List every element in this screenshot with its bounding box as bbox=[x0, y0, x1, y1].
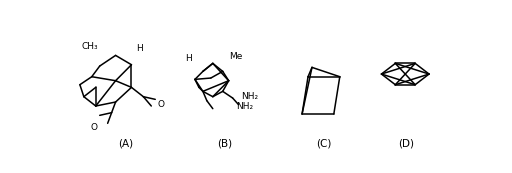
Text: NH₂: NH₂ bbox=[241, 92, 259, 101]
Text: (D): (D) bbox=[398, 138, 414, 148]
Text: O: O bbox=[158, 99, 165, 108]
Text: (C): (C) bbox=[316, 138, 332, 148]
Text: H: H bbox=[136, 44, 143, 53]
Text: (A): (A) bbox=[118, 138, 133, 148]
Text: O: O bbox=[90, 124, 97, 133]
Text: NH₂: NH₂ bbox=[237, 102, 254, 111]
Text: Me: Me bbox=[229, 52, 242, 61]
Text: CH₃: CH₃ bbox=[81, 42, 98, 51]
Text: H: H bbox=[186, 54, 193, 63]
Text: (B): (B) bbox=[217, 138, 232, 148]
